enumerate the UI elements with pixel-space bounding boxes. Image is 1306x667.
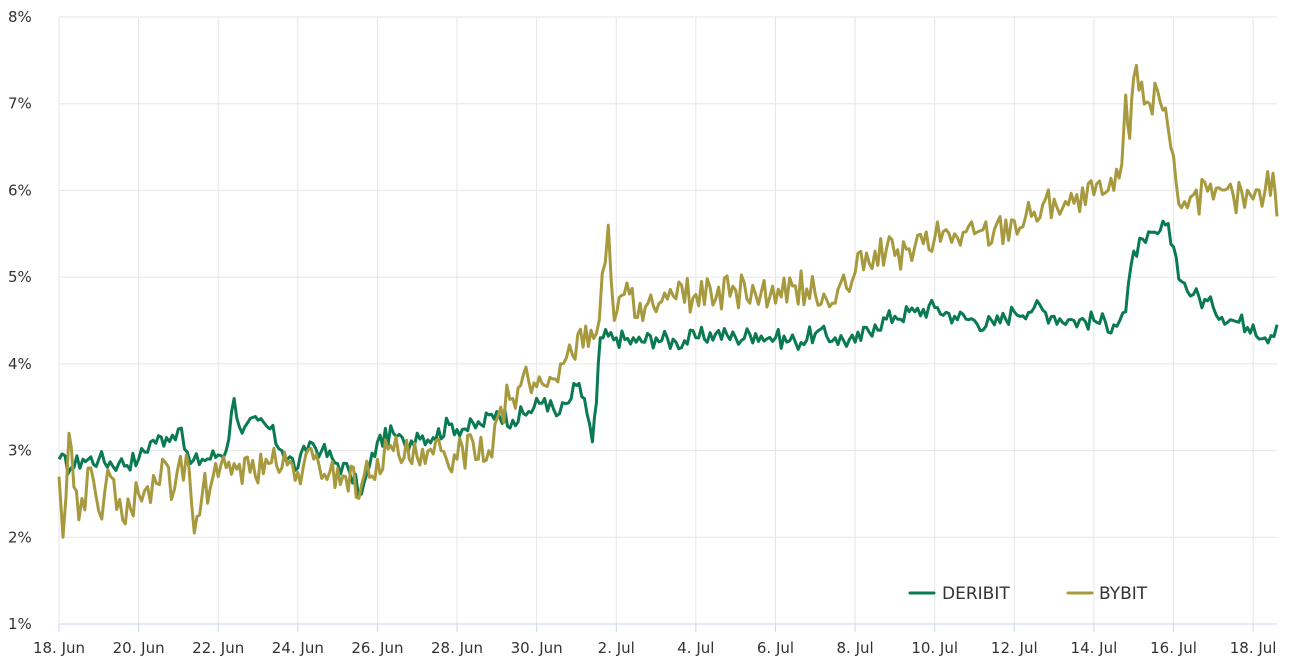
x-tick-label: 18. Jun <box>33 639 85 657</box>
x-tick-label: 4. Jul <box>677 639 714 657</box>
y-tick-label: 7% <box>8 95 32 113</box>
x-tick-label: 10. Jul <box>911 639 958 657</box>
x-tick-label: 6. Jul <box>757 639 794 657</box>
x-tick-label: 30. Jun <box>511 639 563 657</box>
x-tick-label: 14. Jul <box>1071 639 1118 657</box>
legend-item-bybit[interactable]: BYBIT <box>1066 584 1148 604</box>
y-tick-label: 8% <box>8 8 32 26</box>
legend-label-bybit[interactable]: BYBIT <box>1099 584 1148 604</box>
y-tick-label: 1% <box>8 615 32 633</box>
y-tick-label: 5% <box>8 268 32 286</box>
y-tick-label: 6% <box>8 181 32 199</box>
x-tick-label: 26. Jun <box>351 639 403 657</box>
y-tick-label: 4% <box>8 355 32 373</box>
legend[interactable]: DERIBIT BYBIT <box>908 584 1148 604</box>
x-tick-label: 12. Jul <box>991 639 1038 657</box>
x-tick-label: 8. Jul <box>836 639 873 657</box>
x-tick-label: 2. Jul <box>598 639 635 657</box>
x-tick-label: 20. Jun <box>113 639 165 657</box>
x-tick-label: 28. Jun <box>431 639 483 657</box>
x-tick-label: 22. Jun <box>192 639 244 657</box>
series-layer <box>57 63 1279 539</box>
x-tick-label: 16. Jul <box>1150 639 1197 657</box>
legend-label-deribit[interactable]: DERIBIT <box>942 584 1010 604</box>
series-line-deribit[interactable] <box>57 219 1279 498</box>
x-gridlines <box>58 17 1254 632</box>
x-tick-label: 18. Jul <box>1230 639 1277 657</box>
y-tick-label: 3% <box>8 442 32 460</box>
legend-item-deribit[interactable]: DERIBIT <box>908 584 1010 604</box>
y-axis-labels: 1% 2% 3% 4% 5% 6% 7% 8% <box>8 8 32 633</box>
y-tick-label: 2% <box>8 528 32 546</box>
x-axis-labels: 18. Jun 20. Jun 22. Jun 24. Jun 26. Jun 28. J… <box>33 639 1277 657</box>
series-line-bybit[interactable] <box>57 63 1279 539</box>
x-tick-label: 24. Jun <box>272 639 324 657</box>
y-gridlines <box>59 16 1277 625</box>
